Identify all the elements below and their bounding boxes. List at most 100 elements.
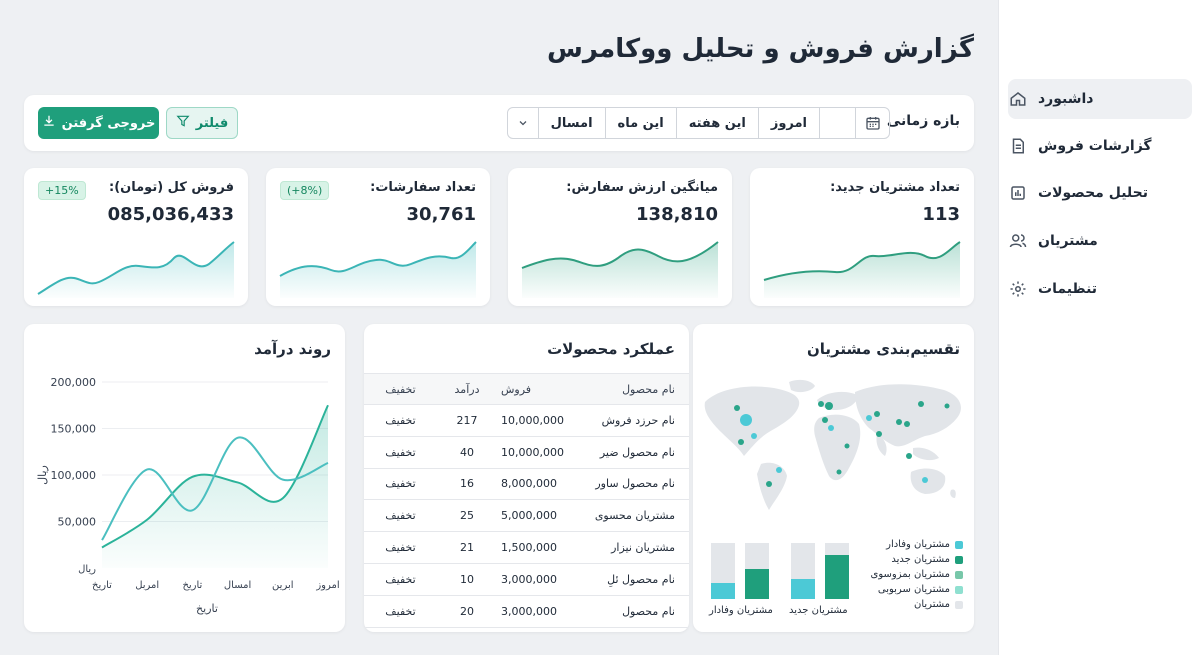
column-header[interactable]: تخفیف [364,373,437,405]
legend-label: مشتریان سربوبی [877,584,950,595]
kpi-sparkline [763,241,961,298]
card-title: عملکرد محصولات [547,340,675,358]
column-header[interactable]: فروش [497,373,577,405]
sidebar-item-sales-reports[interactable]: گزارشات فروش [1008,126,1192,166]
kpi-change-badge: (+8%) [280,181,330,200]
sidebar-item-label: تحلیل محصولات [1038,185,1148,201]
legend-item: مشتریان سربوبی [871,582,963,597]
cell-revenue: 25 [437,499,497,533]
table-row[interactable]: نام حرزد فروش 10,000,000 217 تخفیف [364,404,689,437]
x-tick-label: ابرین [272,580,293,591]
cell-discount: تخفیف [364,468,437,501]
kpi-value: 138,810 [636,204,718,225]
gear-icon [1008,279,1028,299]
cell-discount: تخفیف [364,595,437,628]
sidebar-item-label: گزارشات فروش [1038,138,1152,154]
export-button[interactable]: خروجی گرفتن [38,107,159,139]
sidebar-item-dashboard[interactable]: داشبورد [1008,79,1192,119]
document-icon [1008,136,1028,156]
legend-label: مشتریان جدید [891,554,950,565]
sidebar: داشبورد گزارشات فروش تحلیل محصولات مشتری… [998,0,1200,655]
calendar-icon[interactable] [855,108,889,138]
table-row[interactable]: مشتریان محسوی 5,000,000 25 تخفیف [364,499,689,533]
range-option-week[interactable]: این هفته [675,108,758,138]
x-axis-label: تاریخ [196,602,218,615]
segment-bars [711,543,849,599]
cell-sales: 8,000,000 [497,468,577,501]
cell-sales: 3,000,000 [497,595,577,628]
kpi-title: تعداد سفارشات: [370,180,476,195]
table-row[interactable]: نام محصول 3,000,000 20 تخفیف [364,595,689,628]
sidebar-item-settings[interactable]: تنظیمات [1008,269,1192,309]
x-tick-label: امروز [315,580,339,591]
cell-product: نام محصول [577,595,689,628]
filter-button[interactable]: فیلتر [166,107,238,139]
sidebar-item-label: داشبورد [1038,91,1094,107]
customer-segmentation-card: تقسیم‌بندی مشتریان [693,324,974,632]
cell-product: نام محصول ضیر [577,436,689,469]
cell-discount: تخفیف [364,404,437,437]
table-row[interactable]: نام محصول ساور 8,000,000 16 تخفیف [364,468,689,501]
cell-sales: 10,000,000 [497,436,577,469]
cell-sales: 5,000,000 [497,499,577,533]
sidebar-item-customers[interactable]: مشتریان [1008,221,1192,261]
revenue-chart: 200,000 150,000 100,000 50,000 ریال تاریخ امرب… [36,376,340,615]
chevron-down-icon[interactable] [508,108,538,138]
series-area [102,405,328,568]
table-row[interactable]: مشتریان نیزار 1,500,000 21 تخفیف [364,531,689,564]
sidebar-item-label: تنظیمات [1038,281,1098,297]
table-row[interactable]: نام محصول ضیر 10,000,000 40 تخفیف [364,436,689,469]
page-title: گزارش فروش و تحلیل ووکامرس [547,34,974,64]
product-performance-card: عملکرد محصولات نام محصول فروش درآمد تخفی… [364,324,689,632]
cell-product: نام محصول ئلِ [577,563,689,596]
kpi-title: فروش کل (تومان): [109,180,234,195]
card-title: تقسیم‌بندی مشتریان [806,340,960,358]
kpi-title: میانگین ارزش سفارش: [566,180,718,195]
filter-icon [176,114,190,132]
cell-discount: تخفیف [364,531,437,564]
range-option-year[interactable]: امسال [537,108,605,138]
home-icon [1008,89,1028,109]
kpi-value: 30,761 [406,204,476,225]
range-option-month[interactable]: این ماه [604,108,676,138]
legend-swatch [955,600,963,609]
legend-label: مشتریان وفادار [886,539,950,550]
cell-revenue: 40 [437,436,497,469]
legend-item: مشتریان [871,597,963,612]
y-axis-label: ریال [36,465,49,485]
series-line [101,436,329,541]
legend-item: مشتریان جدید [871,552,963,567]
kpi-title: تعداد مشتریان جدید: [830,180,960,195]
segment-bar-label: مشتریان جدید [789,605,848,616]
table-row[interactable]: نام محصول ئلِ 3,000,000 10 تخفیف [364,563,689,596]
legend-item: مشتریان بمزوسوی [871,567,963,582]
column-header[interactable]: نام محصول [577,373,689,405]
legend-swatch [955,540,963,549]
sidebar-item-label: مشتریان [1038,233,1098,249]
cell-revenue: 217 [437,404,497,437]
export-button-label: خروجی گرفتن [61,115,156,131]
cell-revenue: 21 [437,531,497,564]
kpi-change-badge: +15% [38,181,86,200]
y-tick-label: 200,000 [51,376,97,389]
kpi-value: 113 [922,204,960,225]
date-range-empty[interactable] [819,108,855,138]
range-option-today[interactable]: امروز [757,108,819,138]
column-header[interactable]: درآمد [437,373,497,405]
cell-discount: تخفیف [364,563,437,596]
x-tick-label: امسال [224,580,251,591]
kpi-sparkline [521,241,719,298]
kpi-value: 085,036,433 [107,204,234,225]
cell-revenue: 10 [437,563,497,596]
table-header-row: نام محصول فروش درآمد تخفیف [364,373,689,405]
cell-discount: تخفیف [364,499,437,533]
legend-swatch [955,585,963,594]
date-range-label: بازه زمانی [886,113,960,129]
y-tick-label: 100,000 [51,469,97,482]
cell-sales: 10,000,000 [497,404,577,437]
world-map [704,379,961,510]
segment-bar-label: مشتریان وفادار [709,605,773,616]
legend-item: مشتریان وفادار [871,537,963,552]
sidebar-item-product-analysis[interactable]: تحلیل محصولات [1008,173,1192,213]
cell-sales: 3,000,000 [497,563,577,596]
